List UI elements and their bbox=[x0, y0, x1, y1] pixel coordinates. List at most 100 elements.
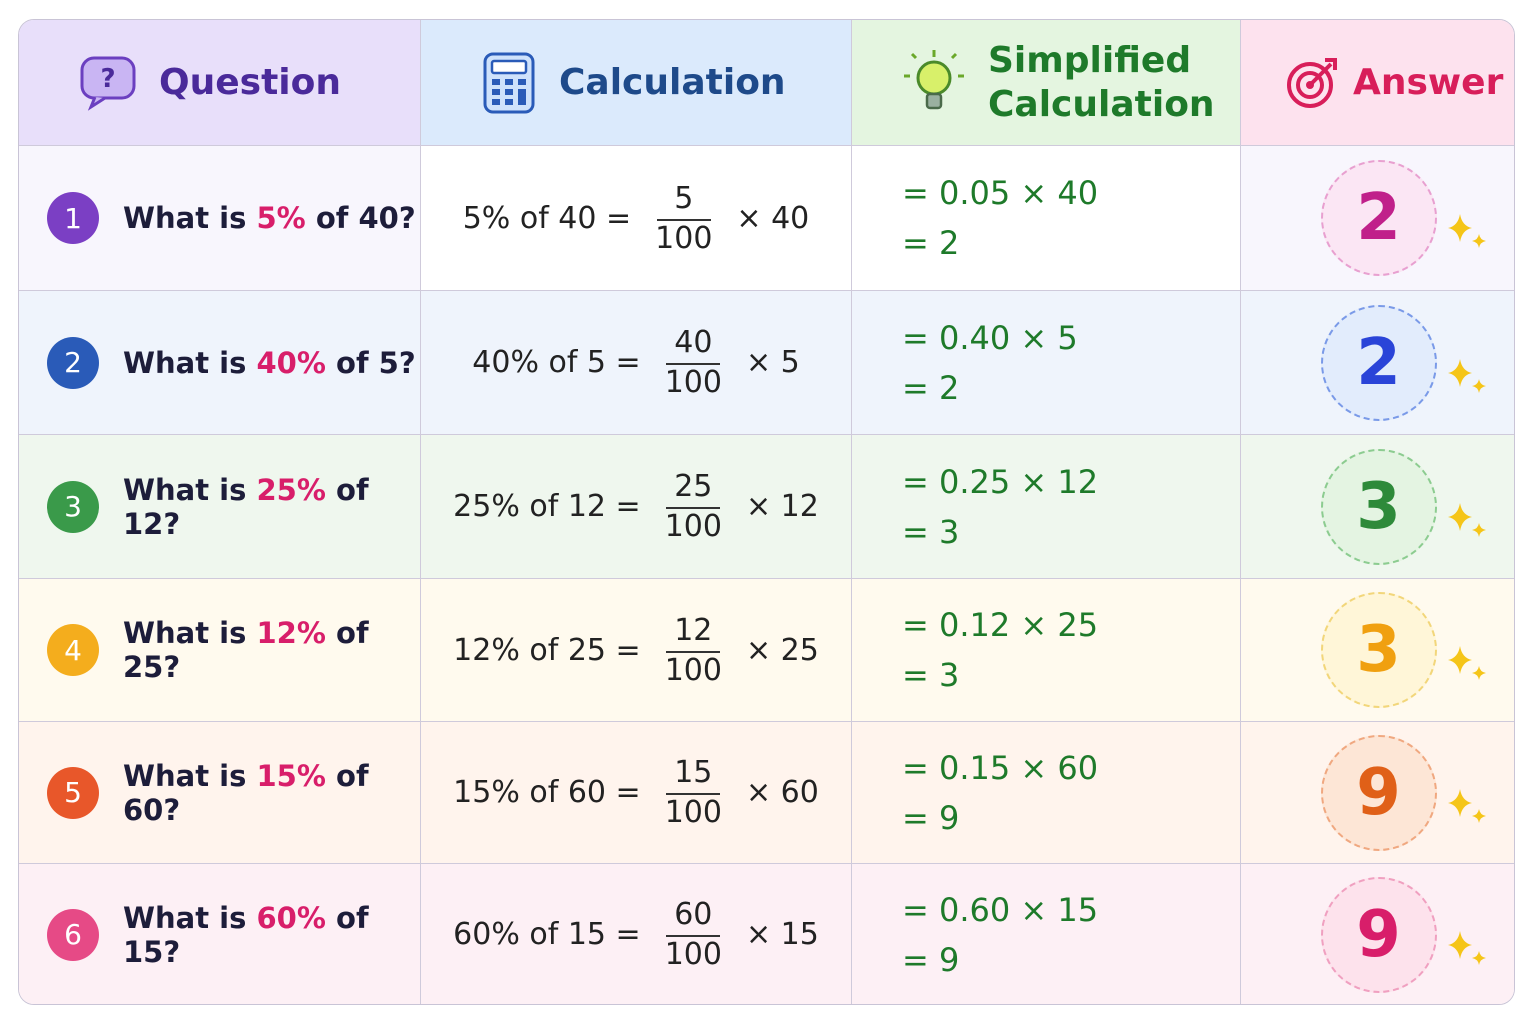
header-label: Calculation bbox=[559, 62, 786, 103]
row-number: 5 bbox=[47, 766, 99, 819]
row-number: 1 bbox=[47, 192, 99, 244]
calculation-cell: 12% of 25 = 12 100 × 25 bbox=[421, 579, 852, 722]
row-number: 4 bbox=[47, 624, 99, 676]
calc-left: 15% of 60 = bbox=[453, 775, 641, 810]
sparkle bbox=[1448, 358, 1486, 393]
question-percent: 12% bbox=[256, 616, 326, 650]
calculation-cell: 40% of 5 = 40 100 × 5 bbox=[421, 291, 852, 435]
answer-cell: 3 bbox=[1241, 435, 1514, 579]
simplified-line: = 3 bbox=[902, 512, 960, 551]
calc-right: × 25 bbox=[745, 632, 819, 668]
numerator: 60 bbox=[666, 897, 721, 937]
question-percent: 40% bbox=[256, 345, 326, 380]
question-prefix: What is bbox=[123, 616, 247, 650]
answer-cell: 9 bbox=[1241, 722, 1514, 864]
simplified-line: = 3 bbox=[902, 656, 960, 694]
question-suffix: of 5? bbox=[336, 345, 416, 380]
denominator: 100 bbox=[664, 795, 722, 830]
question-suffix: of 15? bbox=[123, 900, 369, 969]
numerator: 5 bbox=[656, 181, 711, 221]
question-cell: 5 What is 15% of 60? bbox=[19, 722, 421, 864]
simplified-line: = 0.25 × 12 bbox=[902, 462, 1099, 501]
answer-cell: 2 bbox=[1241, 291, 1514, 435]
sparkle bbox=[1448, 502, 1486, 537]
simplified-cell: = 0.05 × 40 = 2 bbox=[852, 146, 1241, 291]
header-cell: Calculation bbox=[421, 20, 852, 146]
denominator: 100 bbox=[655, 220, 713, 256]
question-percent: 15% bbox=[256, 758, 326, 793]
question-cell: 2 What is 40% of 5? bbox=[19, 291, 421, 435]
answer-cell: 3 bbox=[1241, 579, 1514, 722]
question-suffix: of 25? bbox=[123, 616, 369, 684]
denominator: 100 bbox=[664, 509, 722, 544]
question-suffix: of 40? bbox=[315, 201, 416, 235]
answer: 2 bbox=[1320, 304, 1437, 421]
fraction: 15 100 bbox=[661, 755, 726, 830]
calc-left: 5% of 40 = bbox=[462, 200, 632, 236]
numerator: 12 bbox=[666, 613, 721, 653]
simplified-line: = 9 bbox=[902, 940, 960, 979]
simplified-line: = 9 bbox=[902, 798, 960, 837]
header-label: Answer bbox=[1353, 62, 1504, 103]
simplified-line: = 0.40 × 5 bbox=[902, 318, 1078, 357]
question-suffix: of 12? bbox=[123, 472, 369, 541]
question-icon: ? bbox=[80, 56, 136, 111]
question-prefix: What is bbox=[123, 201, 247, 235]
question-cell: 3 What is 25% of 12? bbox=[19, 435, 421, 579]
question-text: What is 15% of 60? bbox=[123, 759, 420, 827]
row-number: 6 bbox=[47, 908, 99, 961]
calc-right: × 5 bbox=[745, 345, 800, 380]
question-percent: 5% bbox=[256, 201, 306, 235]
simplified-line: = 0.60 × 15 bbox=[902, 890, 1099, 929]
target-icon bbox=[1287, 57, 1337, 108]
header-label: Question bbox=[159, 62, 341, 103]
table: ? Question Calculation Simplified Calcul… bbox=[18, 19, 1515, 1005]
numerator: 15 bbox=[666, 755, 721, 795]
answer-cell: 9 bbox=[1241, 864, 1514, 1004]
simplified-cell: = 0.40 × 5 = 2 bbox=[852, 291, 1241, 435]
calc-right: × 40 bbox=[736, 200, 810, 236]
calculation-cell: 60% of 15 = 60 100 × 15 bbox=[421, 864, 852, 1004]
question-prefix: What is bbox=[123, 472, 247, 507]
calc-right: × 12 bbox=[745, 489, 819, 524]
question-percent: 25% bbox=[256, 472, 326, 507]
simplified-line: = 2 bbox=[902, 368, 960, 407]
fraction: 25 100 bbox=[661, 469, 726, 544]
answer: 3 bbox=[1320, 592, 1437, 708]
simplified-cell: = 0.25 × 12 = 3 bbox=[852, 435, 1241, 579]
bulb-icon bbox=[904, 49, 964, 109]
simplified-line: = 2 bbox=[902, 224, 960, 262]
svg-text:?: ? bbox=[100, 64, 115, 94]
simplified-line: = 0.05 × 40 bbox=[902, 174, 1099, 212]
question-text: What is 12% of 25? bbox=[123, 616, 420, 684]
calc-left: 25% of 12 = bbox=[453, 489, 641, 524]
numerator: 25 bbox=[666, 469, 721, 509]
denominator: 100 bbox=[664, 365, 722, 400]
sparkle bbox=[1448, 214, 1486, 248]
fraction: 40 100 bbox=[661, 325, 726, 400]
question-text: What is 40% of 5? bbox=[123, 346, 416, 380]
simplified-line: = 0.15 × 60 bbox=[902, 748, 1099, 787]
row-number: 2 bbox=[47, 336, 99, 389]
calc-right: × 15 bbox=[745, 917, 819, 952]
question-suffix: of 60? bbox=[123, 758, 369, 827]
answer-cell: 2 bbox=[1241, 146, 1514, 291]
question-prefix: What is bbox=[123, 345, 247, 380]
numerator: 40 bbox=[666, 325, 721, 365]
question-prefix: What is bbox=[123, 900, 247, 935]
calc-left: 40% of 5 = bbox=[472, 345, 641, 380]
row-number: 3 bbox=[47, 480, 99, 533]
simplified-cell: = 0.15 × 60 = 9 bbox=[852, 722, 1241, 864]
answer: 9 bbox=[1320, 734, 1437, 851]
calculation-cell: 15% of 60 = 15 100 × 60 bbox=[421, 722, 852, 864]
answer: 9 bbox=[1320, 876, 1437, 993]
question-cell: 6 What is 60% of 15? bbox=[19, 864, 421, 1004]
calculator-icon bbox=[483, 52, 535, 113]
question-text: What is 25% of 12? bbox=[123, 473, 420, 541]
fraction: 12 100 bbox=[661, 613, 726, 688]
header-label: Simplified Calculation bbox=[988, 39, 1215, 125]
answer: 2 bbox=[1320, 160, 1437, 276]
answer: 3 bbox=[1320, 448, 1437, 565]
sparkle bbox=[1448, 788, 1486, 823]
